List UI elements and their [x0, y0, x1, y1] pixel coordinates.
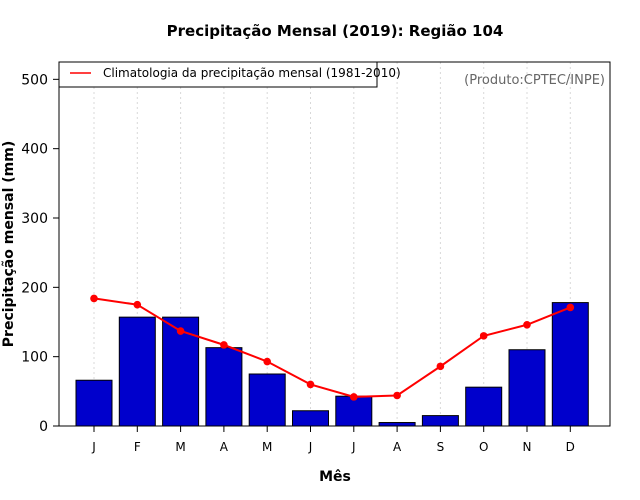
- x-tick-label-3: M: [175, 440, 185, 454]
- x-tick-label-10: O: [479, 440, 488, 454]
- legend-box: [58, 61, 378, 88]
- x-tick-label-11: N: [523, 440, 532, 454]
- climatology-point-12: [566, 303, 575, 312]
- bar-month-10: [465, 386, 503, 427]
- climatology-point-8: [393, 391, 401, 400]
- x-tick-label-6: J: [308, 440, 313, 454]
- bar-month-9: [421, 415, 459, 427]
- bar-month-2: [118, 316, 156, 427]
- climatology-point-10: [479, 332, 488, 340]
- bar-month-1: [75, 379, 113, 427]
- x-tick-label-8: A: [393, 440, 402, 454]
- legend: Climatologia da precipitação mensal (198…: [58, 61, 401, 88]
- climatology-point-1: [90, 294, 98, 303]
- climatology-point-7: [350, 393, 358, 401]
- bar-month-6: [292, 410, 329, 427]
- y-axis: 0 100 200 300 400 500: [21, 72, 59, 435]
- x-tick-label-9: S: [437, 440, 445, 454]
- x-tick-label-1: J: [91, 440, 96, 454]
- bar-month-5: [248, 373, 286, 427]
- climatology-point-3: [176, 327, 185, 335]
- x-tick-label-4: A: [220, 440, 229, 454]
- climatology-point-11: [523, 320, 531, 329]
- x-tick-label-12: D: [566, 440, 575, 454]
- grid-layer: [93, 62, 571, 426]
- x-tick-label-5: M: [262, 440, 272, 454]
- bar-month-12: [551, 302, 589, 427]
- bars-layer: [75, 302, 589, 427]
- climatology-line: [93, 297, 571, 398]
- y-axis-label: Precipitação mensal (mm): [1, 141, 17, 347]
- x-tick-label-2: F: [134, 440, 141, 454]
- bar-month-4: [205, 347, 243, 427]
- y-tick-label-100: 100: [21, 350, 48, 366]
- y-tick-label-200: 200: [21, 280, 48, 296]
- legend-label: Climatologia da precipitação mensal (198…: [103, 66, 401, 80]
- y-tick-label-0: 0: [39, 419, 48, 435]
- climatology-point-5: [263, 357, 272, 366]
- x-tick-label-7: J: [351, 440, 356, 454]
- climatology-point-9: [436, 362, 445, 371]
- y-tick-label-400: 400: [21, 142, 48, 158]
- y-tick-label-300: 300: [21, 211, 48, 227]
- x-axis-label: Mês: [319, 469, 351, 485]
- climatology-line-layer: [90, 294, 575, 401]
- source-annotation: (Produto:CPTEC/INPE): [464, 73, 605, 88]
- climatology-point-4: [220, 341, 228, 349]
- bar-month-8: [378, 422, 416, 427]
- bar-month-11: [508, 349, 546, 427]
- y-tick-label-500: 500: [21, 72, 48, 88]
- climatology-point-6: [306, 380, 315, 389]
- climatology-point-2: [133, 300, 142, 309]
- chart-title: Precipitação Mensal (2019): Região 104: [167, 22, 504, 40]
